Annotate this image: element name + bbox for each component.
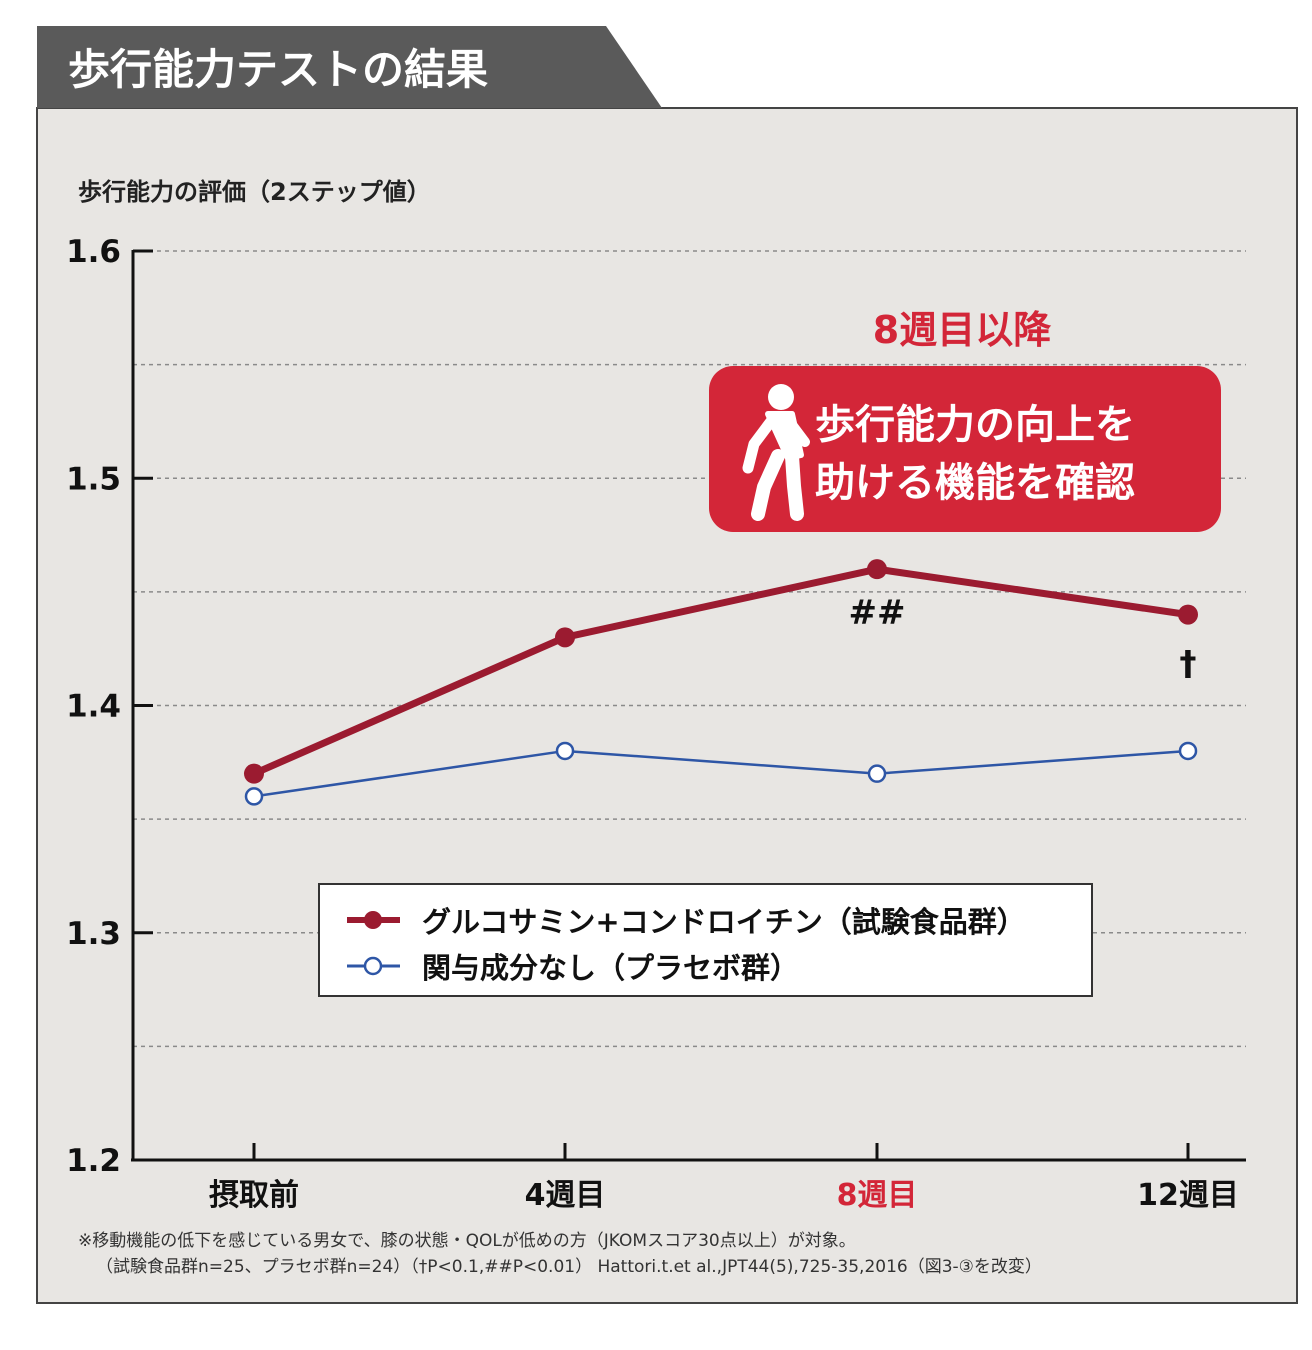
title-banner bbox=[37, 26, 662, 108]
placebo-group-point bbox=[555, 741, 575, 761]
callout-line-1: 歩行能力の向上を bbox=[815, 402, 1135, 448]
legend-placebo-marker bbox=[363, 956, 383, 976]
y-tick-label: 1.5 bbox=[66, 461, 121, 497]
x-tick-label: 12週目 bbox=[1137, 1178, 1239, 1213]
walking-person-icon bbox=[742, 384, 810, 521]
test-group-point bbox=[1178, 604, 1198, 625]
legend-placebo-label: 関与成分なし（プラセボ群） bbox=[422, 951, 799, 985]
y-tick-label: 1.2 bbox=[66, 1143, 121, 1179]
placebo-group-line bbox=[252, 749, 1190, 798]
y-tick-label: 1.6 bbox=[66, 234, 121, 270]
y-ticks: 1.2 1.3 1.4 1.5 1.6 bbox=[66, 234, 153, 1179]
chart-title: 歩行能力テストの結果 bbox=[68, 45, 488, 94]
y-tick-label: 1.3 bbox=[66, 916, 121, 952]
significance-mark: † bbox=[1180, 644, 1197, 684]
placebo-group-point bbox=[1178, 741, 1198, 761]
x-tick-label: 摂取前 bbox=[209, 1178, 299, 1213]
series-layer bbox=[244, 559, 1198, 806]
significance-mark: ## bbox=[849, 593, 906, 633]
y-axis-label: 歩行能力の評価（2ステップ値） bbox=[78, 178, 431, 206]
legend-test-label: グルコサミン+コンドロイチン（試験食品群） bbox=[422, 905, 1026, 939]
test-group-line bbox=[250, 565, 1192, 778]
callout-line-2: 助ける機能を確認 bbox=[815, 460, 1135, 506]
x-ticks: 摂取前 4週目 8週目 12週目 bbox=[209, 1143, 1239, 1213]
placebo-group-point bbox=[867, 764, 887, 783]
x-tick-label: 8週目 bbox=[837, 1178, 918, 1213]
chart-panel bbox=[36, 107, 1298, 1304]
y-tick-label: 1.4 bbox=[66, 689, 121, 725]
legend bbox=[318, 883, 1093, 997]
annotations: ## † bbox=[849, 593, 1197, 683]
test-group-point bbox=[867, 559, 887, 580]
footnote-line-1: ※移動機能の低下を感じている男女で、膝の状態・QOLが低めの方（JKOMスコア3… bbox=[78, 1231, 856, 1251]
test-group-point bbox=[244, 763, 264, 784]
x-tick-label: 4週目 bbox=[525, 1178, 606, 1213]
callout-box bbox=[709, 366, 1221, 532]
test-group-point bbox=[555, 627, 575, 648]
placebo-group-point bbox=[244, 787, 264, 806]
legend-test-marker bbox=[364, 911, 382, 929]
footnote-line-2: （試験食品群n=25、プラセボ群n=24）（†P<0.1,##P<0.01） H… bbox=[96, 1257, 1042, 1277]
callout-heading: 8週目以降 bbox=[873, 308, 1051, 352]
